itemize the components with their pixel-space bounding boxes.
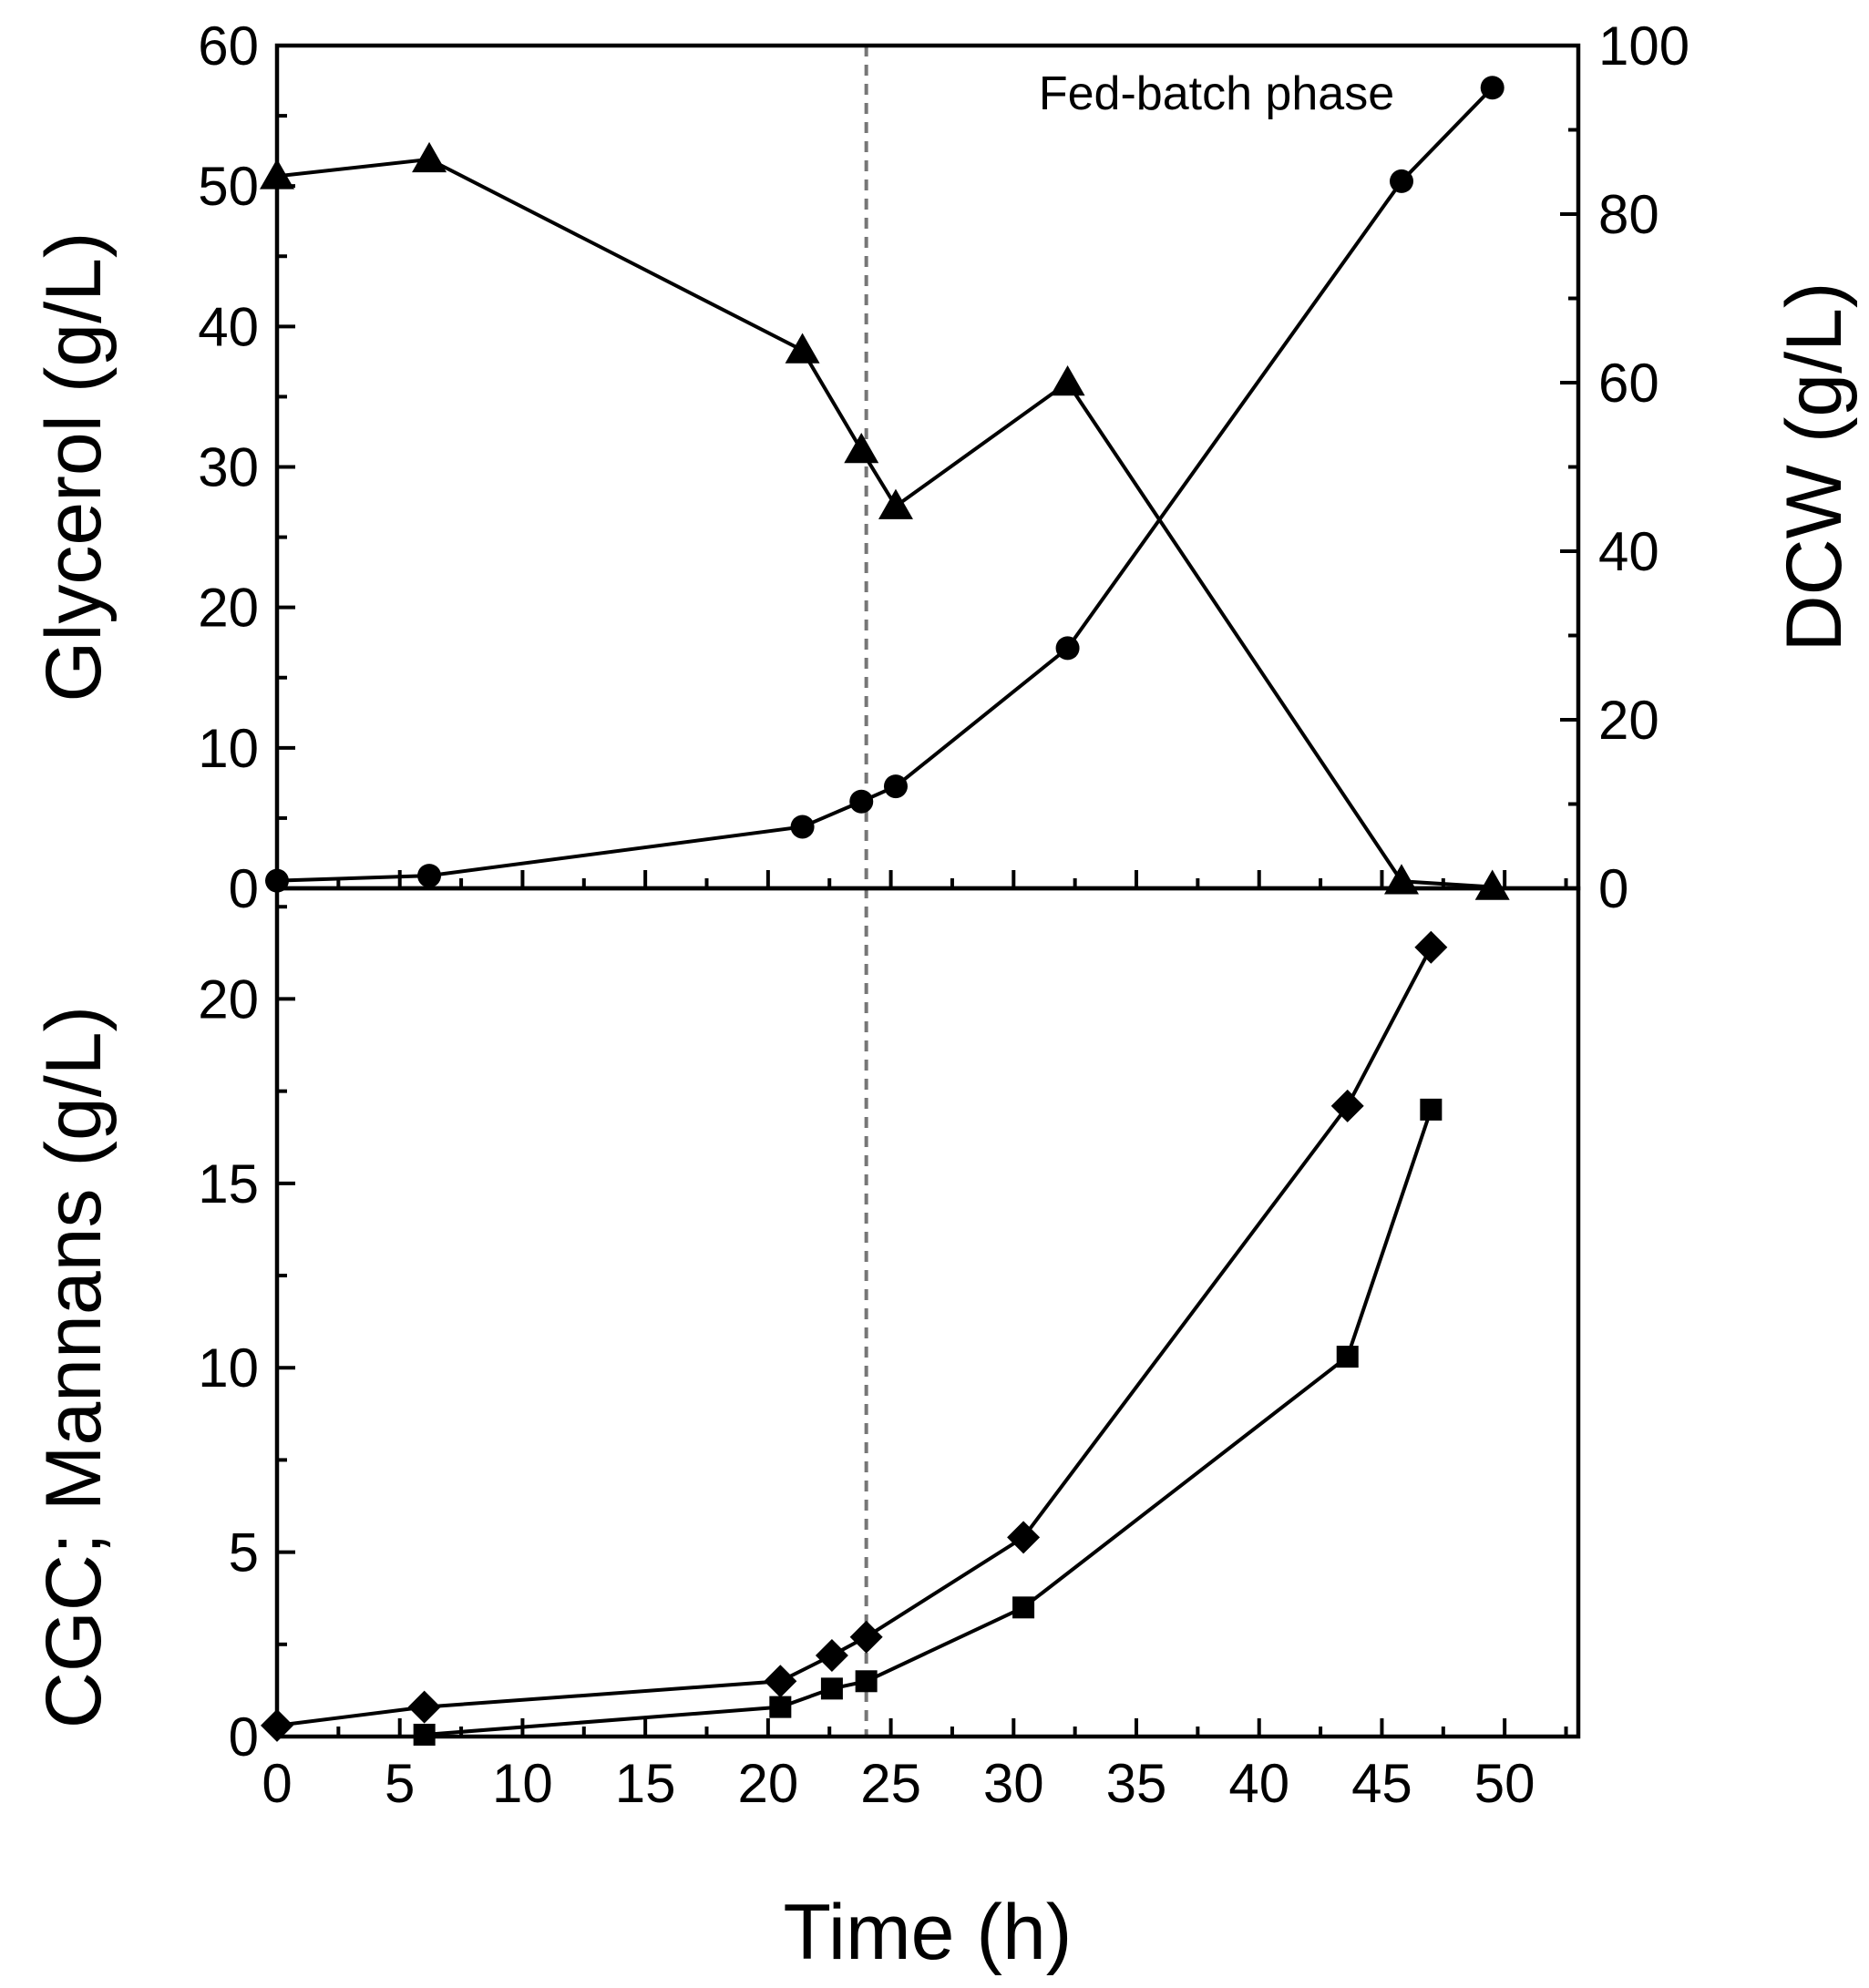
top-right-tick-label: 0: [1598, 858, 1628, 919]
bottom-left-tick-label: 10: [198, 1337, 259, 1399]
fed-batch-phase-label: Fed-batch phase: [1039, 67, 1394, 120]
dcw-point-3: [849, 789, 874, 814]
bottom-left-tick-label: 15: [198, 1153, 259, 1214]
top-right-tick-label: 80: [1598, 184, 1659, 245]
dcw-line: [276, 86, 1494, 883]
mannans-point-5: [1336, 1346, 1359, 1368]
time-axis-title: Time (h): [784, 1889, 1073, 1976]
mannans-point-2: [820, 1677, 843, 1700]
bottom-left-tick-label: 5: [229, 1522, 259, 1583]
top-right-tick-label: 60: [1598, 353, 1659, 414]
glycerol-point-7: [1474, 869, 1510, 900]
x-axis: [275, 870, 1568, 1737]
bottom-left-y-axis: [277, 905, 295, 1738]
x-tick-label: 0: [262, 1753, 292, 1814]
x-tick-label: 5: [385, 1753, 415, 1814]
top-left-tick-label: 50: [198, 156, 259, 217]
top-right-tick-label: 100: [1598, 15, 1689, 77]
x-tick-label: 40: [1228, 1753, 1289, 1814]
top-left-tick-label: 10: [198, 718, 259, 779]
mannans-point-1: [769, 1696, 792, 1718]
x-tick-label: 15: [615, 1753, 676, 1814]
top-left-tick-label: 20: [198, 578, 259, 639]
mannans-point-6: [1420, 1098, 1443, 1121]
mannans-point-4: [1012, 1596, 1035, 1619]
x-tick-label: 10: [492, 1753, 553, 1814]
dcw-series: [265, 76, 1504, 893]
top-left-y-axis: [277, 44, 295, 890]
glycerol-axis-title: Glycerol (g/L): [30, 231, 118, 702]
mannans-point-3: [855, 1670, 878, 1693]
glycerol-line: [276, 157, 1493, 889]
cgc-point-4: [849, 1620, 883, 1654]
cgc-series: [261, 930, 1448, 1742]
glycerol-series: [260, 141, 1510, 900]
cgc-point-3: [815, 1638, 848, 1672]
cgc-point-7: [1414, 930, 1448, 964]
cgc-point-6: [1330, 1089, 1364, 1122]
glycerol-point-5: [1050, 365, 1085, 396]
top-right-tick-label: 40: [1598, 521, 1659, 582]
dcw-point-5: [1055, 636, 1080, 661]
bottom-plot-frame: [274, 886, 1581, 1739]
glycerol-point-1: [412, 141, 447, 173]
top-left-tick-label: 60: [198, 15, 259, 77]
glycerol-point-3: [844, 433, 879, 464]
cgc-line: [276, 946, 1433, 1727]
x-tick-label: 30: [983, 1753, 1044, 1814]
x-tick-label: 35: [1106, 1753, 1167, 1814]
x-tick-label: 50: [1474, 1753, 1535, 1814]
cgc-point-1: [407, 1690, 441, 1724]
mannans-line: [424, 1109, 1433, 1737]
bottom-left-tick-label: 0: [229, 1706, 259, 1768]
top-left-tick-label: 40: [198, 296, 259, 357]
top-left-tick-label: 30: [198, 437, 259, 498]
x-tick-label: 45: [1351, 1753, 1412, 1814]
cgc-point-2: [764, 1665, 797, 1698]
dcw-point-2: [790, 815, 815, 839]
top-right-tick-label: 20: [1598, 690, 1659, 751]
dcw-point-1: [417, 864, 442, 888]
x-tick-label: 20: [737, 1753, 798, 1814]
x-tick-label: 25: [860, 1753, 921, 1814]
dcw-point-4: [883, 774, 908, 799]
cgc-mannans-axis-title: CGC; Mannans (g/L): [30, 1006, 118, 1728]
cgc-point-5: [1007, 1521, 1041, 1554]
dcw-axis-title: DCW (g/L): [1771, 282, 1858, 651]
glycerol-point-4: [878, 488, 913, 519]
dcw-point-7: [1480, 76, 1504, 100]
dcw-point-6: [1390, 169, 1414, 193]
mannans-series: [413, 1098, 1443, 1746]
glycerol-point-2: [785, 333, 820, 364]
top-right-y-axis: [1560, 44, 1578, 890]
bottom-left-tick-label: 20: [198, 968, 259, 1030]
top-left-tick-label: 0: [229, 858, 259, 919]
